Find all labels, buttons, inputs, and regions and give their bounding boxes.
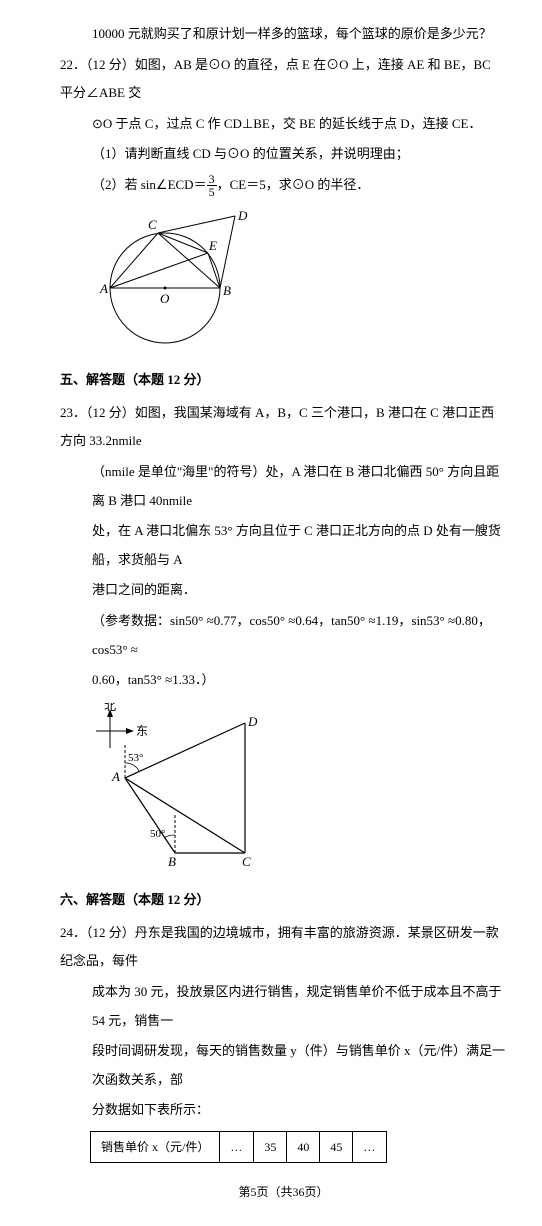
q24-line3: 段时间调研发现，每天的销售数量 y（件）与销售单价 x（元/件）满足一次函数关系… <box>60 1037 507 1094</box>
q22-fraction: 35 <box>207 173 217 198</box>
q24-line4: 分数据如下表所示： <box>60 1096 507 1125</box>
label-c: C <box>148 217 157 232</box>
label-o: O <box>160 291 170 306</box>
cell-v1: 35 <box>254 1132 287 1163</box>
cell-dots-2: … <box>353 1132 387 1163</box>
q24-line2: 成本为 30 元，投放景区内进行销售，规定销售单价不低于成本且不高于 54 元，… <box>60 978 507 1035</box>
q23-line1: 23．（12 分）如图，我国某海域有 A，B，C 三个港口，B 港口在 C 港口… <box>60 399 507 456</box>
q24-line1: 24．（12 分）丹东是我国的边境城市，拥有丰富的旅游资源．某景区研发一款纪念品… <box>60 919 507 976</box>
table-row: 销售单价 x（元/件） … 35 40 45 … <box>91 1132 387 1163</box>
q22-part1: （1）请判断直线 CD 与⊙O 的位置关系，并说明理由； <box>60 140 507 169</box>
q21-tail: 10000 元就购买了和原计划一样多的篮球，每个篮球的原价是多少元？ <box>60 20 507 49</box>
q24-table: 销售单价 x（元/件） … 35 40 45 … <box>90 1131 387 1163</box>
q22-header: 22．（12 分）如图，AB 是⊙O 的直径，点 E 在⊙O 上，连接 AE 和… <box>60 51 507 108</box>
cell-label: 销售单价 x（元/件） <box>91 1132 220 1163</box>
q23-ref2: 0.60，tan53° ≈1.33．） <box>60 666 507 695</box>
q23-line3: 处，在 A 港口北偏东 53° 方向且位于 C 港口正北方向的点 D 处有一艘货… <box>60 517 507 574</box>
q23-line2: （nmile 是单位"海里"的符号）处，A 港口在 B 港口北偏西 50° 方向… <box>60 458 507 515</box>
q22-part2-after: ，CE＝5，求⊙O 的半径． <box>217 177 370 192</box>
label-b2: B <box>168 854 176 868</box>
q22-part2-before: （2）若 sin∠ECD＝ <box>92 177 207 192</box>
label-c2: C <box>242 854 251 868</box>
line-ab2 <box>125 778 175 853</box>
arc-53 <box>125 763 139 771</box>
compass-north: 北 <box>104 703 116 713</box>
section5-title: 五、解答题（本题 12 分） <box>60 366 507 395</box>
point-o-dot <box>164 286 167 289</box>
label-a2: A <box>111 769 120 784</box>
label-a: A <box>99 281 108 296</box>
label-e: E <box>208 238 217 253</box>
frac-den: 5 <box>207 186 217 198</box>
label-d: D <box>237 208 248 223</box>
arc-50 <box>164 835 175 838</box>
q23-line4: 港口之间的距离． <box>60 576 507 605</box>
compass-arrow-e <box>126 728 134 734</box>
cell-dots-1: … <box>220 1132 254 1163</box>
q23-figure: 北 东 A B C D 53° 50° <box>90 703 507 879</box>
label-53: 53° <box>128 752 143 764</box>
label-50: 50° <box>150 828 165 840</box>
q22-part2: （2）若 sin∠ECD＝35，CE＝5，求⊙O 的半径． <box>60 171 507 200</box>
section6-title: 六、解答题（本题 12 分） <box>60 886 507 915</box>
q22-figure: A B C D E O <box>90 208 507 359</box>
compass-east: 东 <box>136 724 148 738</box>
line-bd <box>220 216 235 288</box>
cell-v3: 45 <box>320 1132 353 1163</box>
line-cd <box>158 216 235 233</box>
q23-ref1: （参考数据：sin50° ≈0.77，cos50° ≈0.64，tan50° ≈… <box>60 607 507 664</box>
page-footer: 第5页（共36页） <box>60 1179 507 1205</box>
q22-line2: ⊙O 于点 C，过点 C 作 CD⊥BE，交 BE 的延长线于点 D，连接 CE… <box>60 110 507 139</box>
label-d2: D <box>247 714 258 729</box>
line-ac2 <box>125 778 245 853</box>
label-b: B <box>223 283 231 298</box>
cell-v2: 40 <box>287 1132 320 1163</box>
